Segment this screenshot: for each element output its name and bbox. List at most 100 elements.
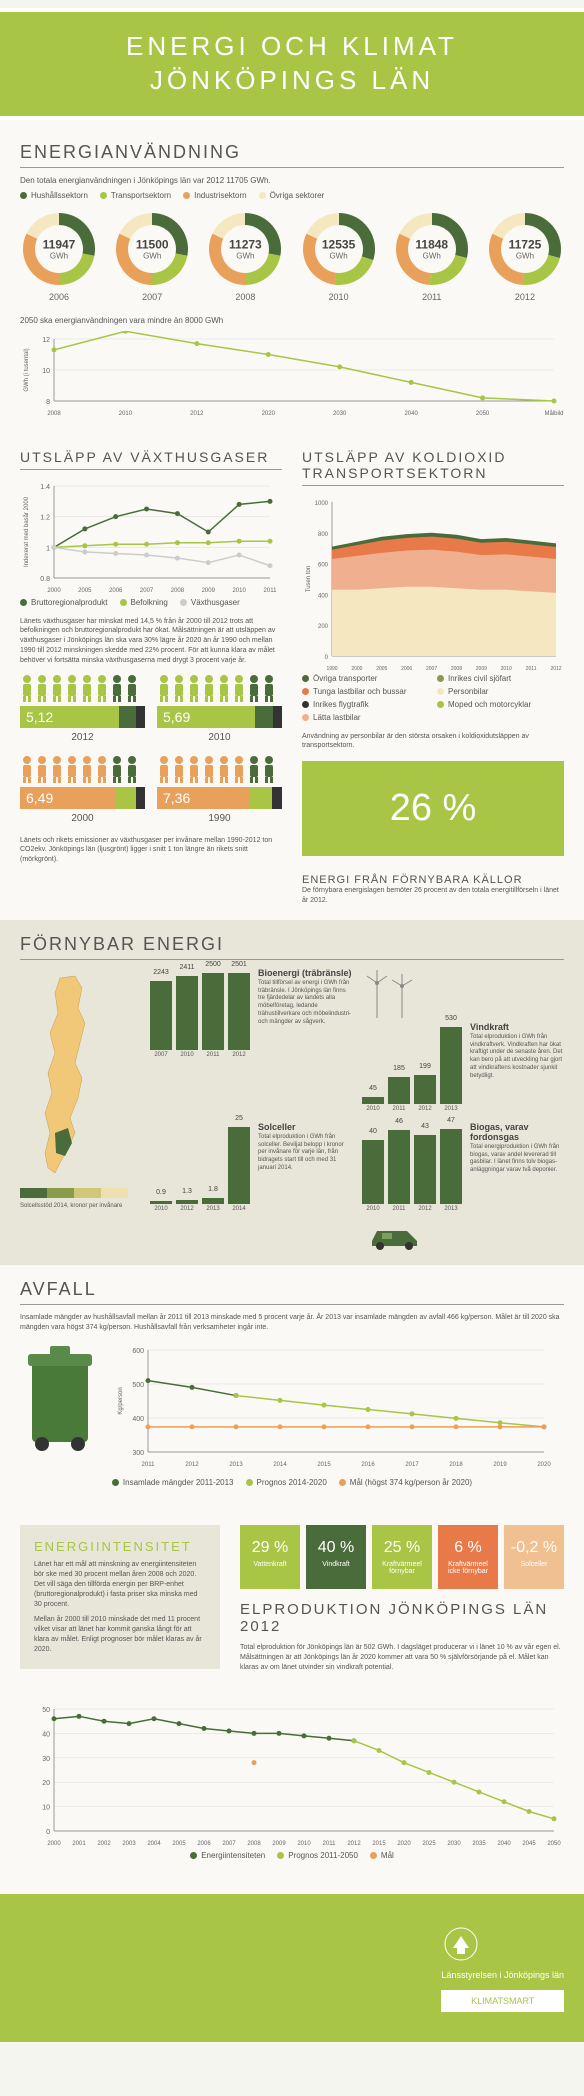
svg-text:2020: 2020: [537, 1462, 551, 1468]
svg-text:2000: 2000: [47, 588, 61, 594]
svg-text:2016: 2016: [361, 1462, 375, 1468]
svg-text:2018: 2018: [449, 1462, 463, 1468]
percent-desc: De förnybara energislagen bemöter 26 pro…: [302, 886, 564, 906]
emissions-row: UTSLÄPP AV VÄXTHUSGASER 0.811.21.4200020…: [0, 435, 584, 920]
svg-text:Kg/person: Kg/person: [118, 1388, 124, 1415]
donut: 12535GWh2010: [300, 210, 378, 302]
map-label: Solcellsstöd 2014, kronor per invånare: [20, 1202, 140, 1210]
percent-title: ENERGI FRÅN FÖRNYBARA KÄLLOR: [302, 874, 564, 886]
transport-legend: Övriga transporterInrikes civil sjöfartT…: [302, 674, 564, 722]
renewable-title: FÖRNYBAR ENERGI: [20, 934, 564, 960]
svg-text:2010: 2010: [119, 411, 133, 417]
energy-legend: HushållssektornTransportsektornIndustris…: [20, 191, 564, 200]
legend-item: Personbilar: [437, 687, 564, 696]
svg-text:2006: 2006: [401, 666, 412, 672]
svg-text:10: 10: [42, 368, 50, 375]
bars-desc: Länets och rikets emissioner av växthusg…: [20, 836, 282, 865]
header-banner: ENERGI OCH KLIMATJÖNKÖPINGS LÄN: [0, 8, 584, 120]
svg-text:400: 400: [132, 1416, 144, 1423]
donut: 11500GWh2007: [113, 210, 191, 302]
svg-text:0: 0: [46, 1829, 50, 1836]
legend-item: Befolkning: [120, 598, 168, 607]
pct-box: 6 %Kraftvärmeel icke förnybar: [438, 1525, 498, 1589]
svg-text:2005: 2005: [78, 588, 92, 594]
people-bars: 5,1220125,6920106,4920007,361990: [20, 674, 282, 824]
svg-text:1.2: 1.2: [40, 514, 50, 521]
energy-title: ENERGIANVÄNDNING: [20, 142, 564, 168]
intensity-p1: Länet har ett mål att minskning av energ…: [34, 1560, 206, 1609]
svg-text:600: 600: [132, 1348, 144, 1355]
legend-item: Prognos 2011-2050: [277, 1851, 358, 1860]
svg-text:2012: 2012: [185, 1462, 199, 1468]
renewable-section: FÖRNYBAR ENERGI Solcellsstöd 2014, krono…: [0, 920, 584, 1265]
svg-text:2009: 2009: [202, 588, 216, 594]
transport-chart: 0200400600800100019902000200520062007200…: [302, 494, 562, 674]
svg-text:10: 10: [42, 1804, 50, 1811]
svg-text:1: 1: [46, 545, 50, 552]
energy-section: ENERGIANVÄNDNING Den totala energianvänd…: [0, 128, 584, 435]
svg-text:2040: 2040: [497, 1841, 511, 1847]
svg-text:300: 300: [132, 1450, 144, 1457]
ghg-col: UTSLÄPP AV VÄXTHUSGASER 0.811.21.4200020…: [20, 449, 282, 906]
svg-text:2012: 2012: [550, 666, 561, 672]
svg-text:0: 0: [325, 655, 329, 661]
svg-text:2030: 2030: [333, 411, 347, 417]
legend-item: Inrikes civil sjöfart: [437, 674, 564, 683]
final-chart: 0102030405020002001200220032004200520062…: [20, 1701, 564, 1851]
svg-text:2035: 2035: [472, 1841, 486, 1847]
svg-text:2025: 2025: [422, 1841, 436, 1847]
legend-item: Prognos 2014-2020: [246, 1478, 327, 1487]
donut: 11947GWh2006: [20, 210, 98, 302]
ghg-chart: 0.811.21.4200020052006200720082009201020…: [20, 478, 280, 598]
percent-box: 26 %: [302, 761, 564, 856]
pct-box: 40 %Vindkraft: [306, 1525, 366, 1589]
svg-text:30: 30: [42, 1756, 50, 1763]
svg-text:2008: 2008: [171, 588, 185, 594]
svg-text:2015: 2015: [317, 1462, 331, 1468]
intensity-col: ENERGIINTENSITET Länet har ett mål att m…: [20, 1525, 220, 1672]
donut: 11725GWh2012: [486, 210, 564, 302]
svg-text:2011: 2011: [323, 1841, 337, 1847]
transport-title: UTSLÄPP AV KOLDIOXID TRANSPORTSEKTORN: [302, 449, 564, 486]
svg-text:2020: 2020: [262, 411, 276, 417]
legend-item: Bruttoregionalprodukt: [20, 598, 108, 607]
svg-text:2003: 2003: [122, 1841, 136, 1847]
elprod-col: 29 %Vattenkraft40 %Vindkraft25 %Kraftvär…: [240, 1525, 564, 1672]
svg-text:2011: 2011: [142, 1462, 156, 1468]
svg-text:2007: 2007: [140, 588, 154, 594]
svg-text:2010: 2010: [297, 1841, 311, 1847]
legend-item: Industrisektorn: [183, 191, 246, 200]
legend-item: Energiintensiteten: [190, 1851, 265, 1860]
intensity-box: ENERGIINTENSITET Länet har ett mål att m…: [20, 1525, 220, 1668]
svg-text:2009: 2009: [476, 666, 487, 672]
final-legend: EnergiintensitetenPrognos 2011-2050Mål: [20, 1851, 564, 1860]
legend-item: Hushållssektorn: [20, 191, 88, 200]
svg-text:1990: 1990: [326, 666, 337, 672]
svg-text:50: 50: [42, 1707, 50, 1714]
svg-text:2000: 2000: [47, 1841, 61, 1847]
svg-text:2006: 2006: [197, 1841, 211, 1847]
svg-text:500: 500: [132, 1382, 144, 1389]
svg-text:2007: 2007: [426, 666, 437, 672]
svg-text:2010: 2010: [501, 666, 512, 672]
svg-text:2050: 2050: [476, 411, 490, 417]
svg-text:2014: 2014: [273, 1462, 287, 1468]
ghg-title: UTSLÄPP AV VÄXTHUSGASER: [20, 449, 282, 470]
waste-chart: 3004005006002011201220132014201520162017…: [114, 1342, 554, 1472]
svg-text:1.4: 1.4: [40, 484, 50, 491]
footer-badge: Länsstyrelsen i Jönköpings län KLIMATSMA…: [441, 1924, 564, 2012]
svg-text:2007: 2007: [222, 1841, 236, 1847]
sweden-map: Solcellsstöd 2014, kronor per invånare: [20, 968, 140, 1251]
map-scale: [20, 1188, 130, 1202]
legend-item: Insamlade mängder 2011-2013: [112, 1478, 234, 1487]
svg-text:2010: 2010: [232, 588, 246, 594]
donut: 11273GWh2008: [206, 210, 284, 302]
svg-text:2001: 2001: [72, 1841, 86, 1847]
svg-text:GWh (i tusental): GWh (i tusental): [24, 348, 30, 391]
svg-text:400: 400: [318, 593, 329, 599]
svg-text:2011: 2011: [526, 666, 537, 672]
svg-text:2013: 2013: [229, 1462, 243, 1468]
legend-item: Växthusgaser: [180, 598, 240, 607]
svg-text:Indexerat med basår 2000: Indexerat med basår 2000: [23, 496, 30, 567]
target-note: 2050 ska energianvändningen vara mindre …: [20, 316, 564, 325]
